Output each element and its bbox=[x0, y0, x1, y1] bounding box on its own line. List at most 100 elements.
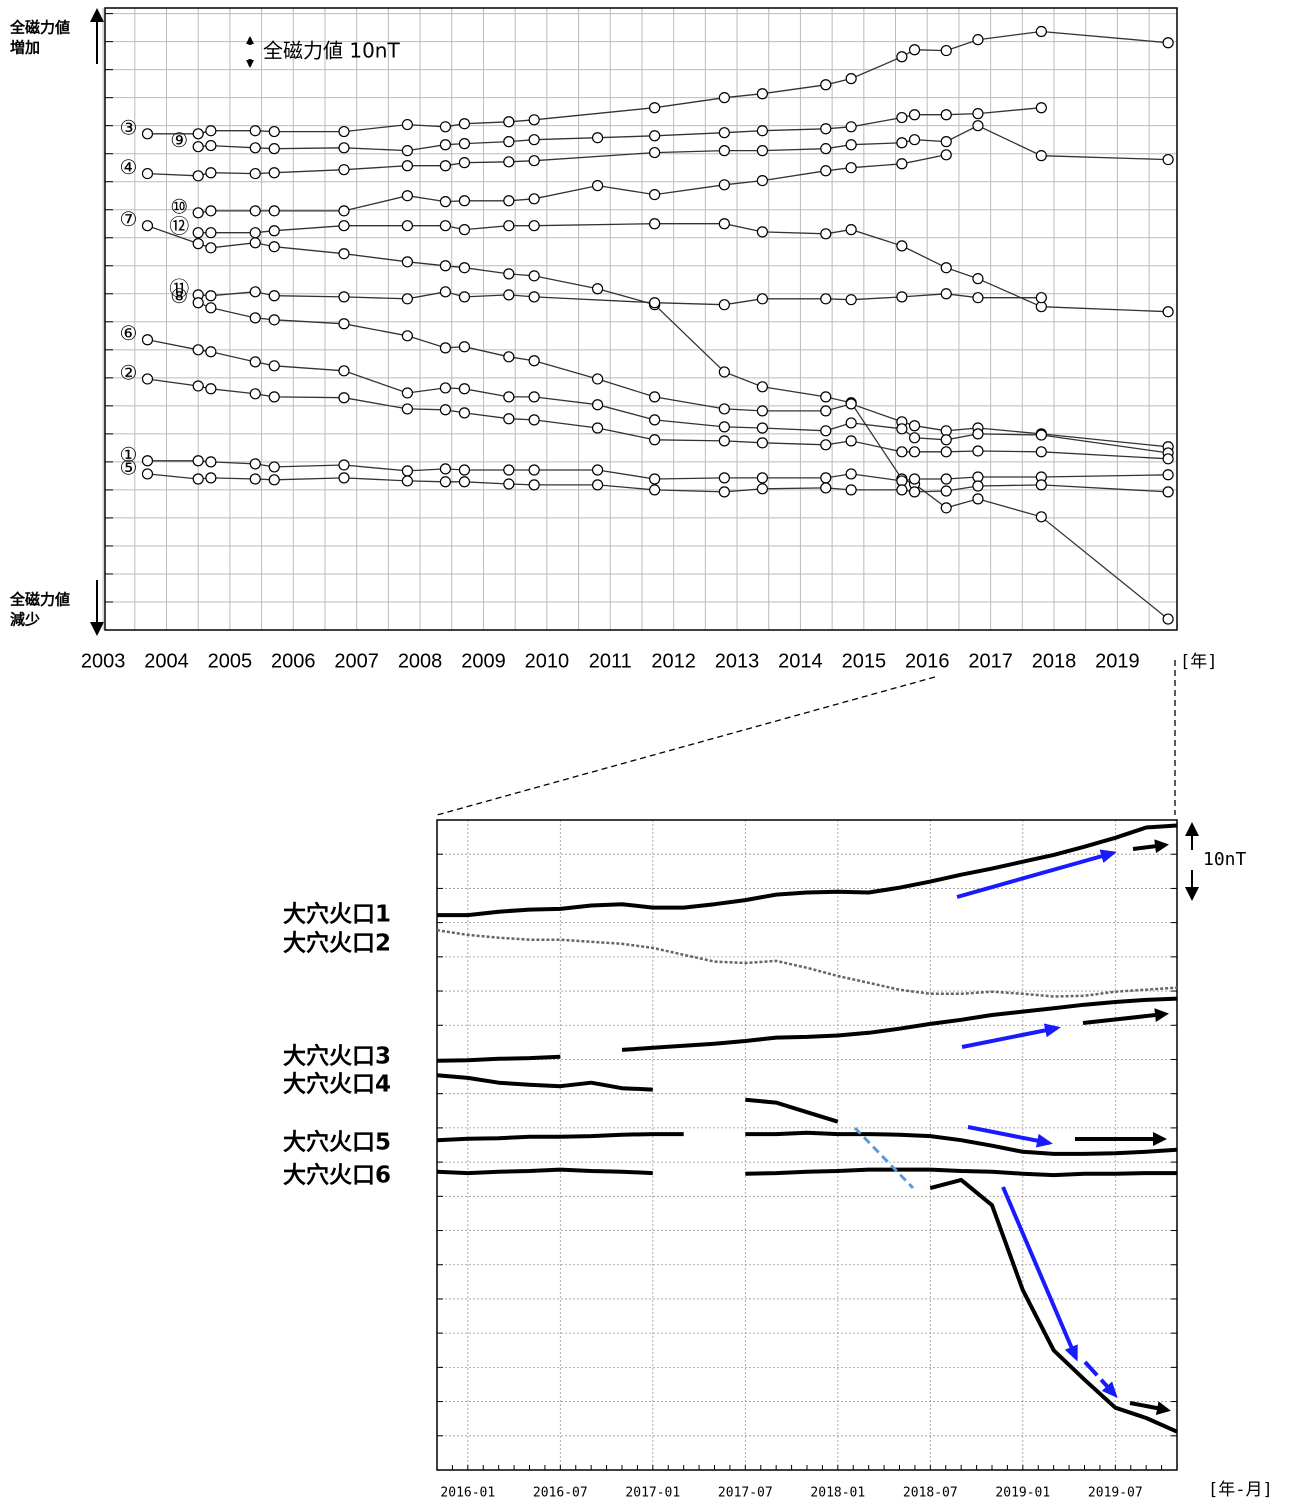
data-point bbox=[401, 145, 413, 157]
data-point bbox=[820, 228, 832, 240]
x-tick-label: 2008 bbox=[398, 650, 443, 672]
data-point bbox=[820, 123, 832, 135]
x-tick-label: 2018-01 bbox=[810, 1486, 865, 1501]
data-point bbox=[192, 141, 204, 153]
data-point bbox=[401, 160, 413, 172]
data-point bbox=[820, 425, 832, 437]
y-label-top: 増加 bbox=[10, 39, 40, 57]
x-tick-label: 2018 bbox=[1032, 650, 1077, 672]
series-line bbox=[147, 30, 1169, 135]
x-tick-label: 2015 bbox=[842, 650, 887, 672]
data-point bbox=[756, 226, 769, 238]
data-point bbox=[820, 165, 832, 177]
data-point bbox=[718, 421, 730, 433]
data-point bbox=[820, 472, 832, 484]
series-line bbox=[436, 928, 1178, 998]
data-point bbox=[756, 88, 769, 100]
data-point bbox=[439, 463, 452, 475]
data-point bbox=[503, 413, 515, 425]
data-point bbox=[845, 468, 857, 480]
data-point bbox=[649, 218, 661, 230]
x-unit: [年] bbox=[1180, 652, 1217, 672]
data-point bbox=[1035, 479, 1047, 491]
series-label: ⑧ bbox=[170, 284, 188, 308]
data-point bbox=[141, 455, 154, 467]
series-label: 大穴火口4 bbox=[283, 1071, 391, 1098]
data-point bbox=[1162, 613, 1174, 625]
data-point bbox=[338, 318, 350, 330]
blue-arrow bbox=[967, 1125, 1053, 1148]
x-tick-label: 2016-01 bbox=[440, 1486, 495, 1501]
data-point bbox=[338, 248, 350, 260]
data-point bbox=[458, 138, 471, 150]
data-point bbox=[845, 162, 857, 174]
series-label: ⑤ bbox=[120, 455, 138, 479]
series-line bbox=[436, 1167, 1177, 1178]
data-point bbox=[268, 290, 280, 302]
data-point bbox=[972, 34, 984, 46]
data-point bbox=[591, 399, 604, 411]
data-point bbox=[908, 134, 921, 146]
x-tick-label: 2011 bbox=[589, 650, 632, 672]
x-tick-label: 2014 bbox=[778, 650, 823, 672]
data-point bbox=[338, 205, 350, 217]
data-point bbox=[503, 391, 515, 403]
x-tick-label: 2017 bbox=[968, 650, 1013, 672]
data-point bbox=[756, 483, 769, 495]
data-point bbox=[820, 439, 832, 451]
data-point bbox=[591, 373, 604, 385]
data-point bbox=[908, 446, 921, 458]
data-point bbox=[141, 373, 154, 385]
data-point bbox=[718, 403, 730, 415]
data-point bbox=[845, 417, 857, 429]
data-point bbox=[205, 227, 217, 239]
plot-frame bbox=[104, 7, 1178, 631]
data-point bbox=[756, 125, 769, 137]
data-point bbox=[503, 156, 515, 168]
data-point bbox=[141, 468, 154, 480]
data-point bbox=[249, 167, 261, 180]
data-point bbox=[845, 398, 857, 410]
data-point bbox=[649, 434, 661, 446]
data-point bbox=[1035, 446, 1047, 458]
data-point bbox=[141, 220, 154, 232]
data-point bbox=[249, 388, 261, 400]
x-tick-label: 2004 bbox=[144, 650, 189, 672]
data-point bbox=[940, 136, 952, 148]
data-point bbox=[528, 391, 540, 403]
data-point bbox=[338, 125, 350, 138]
series-label: ② bbox=[120, 360, 138, 384]
series-label: ④ bbox=[120, 155, 138, 179]
data-point bbox=[896, 111, 908, 124]
data-point bbox=[192, 344, 204, 356]
data-point bbox=[503, 116, 515, 128]
x-tick-label: 2016-07 bbox=[533, 1486, 588, 1501]
data-point bbox=[401, 387, 413, 399]
data-point bbox=[205, 167, 217, 179]
data-point bbox=[338, 472, 350, 484]
data-point bbox=[896, 158, 908, 170]
data-point bbox=[205, 456, 217, 468]
series-line bbox=[436, 1130, 1178, 1156]
data-point bbox=[718, 472, 730, 484]
data-point bbox=[268, 143, 280, 155]
data-point bbox=[458, 262, 471, 274]
scale-label: 全磁力値 10nT bbox=[263, 39, 400, 63]
data-point bbox=[249, 205, 261, 217]
data-point bbox=[820, 79, 832, 91]
data-point bbox=[439, 220, 452, 232]
data-point bbox=[205, 302, 217, 314]
data-point bbox=[205, 472, 217, 484]
data-point bbox=[528, 220, 540, 232]
data-point bbox=[1162, 486, 1174, 498]
data-point bbox=[718, 366, 730, 378]
data-point bbox=[845, 435, 857, 447]
data-point bbox=[528, 193, 540, 205]
data-point bbox=[458, 464, 471, 476]
data-point bbox=[458, 195, 471, 207]
data-point bbox=[591, 180, 604, 192]
black-arrow bbox=[1082, 1008, 1169, 1025]
series-label: ⑪ bbox=[169, 276, 189, 300]
data-point bbox=[528, 114, 540, 126]
data-point bbox=[401, 220, 413, 232]
